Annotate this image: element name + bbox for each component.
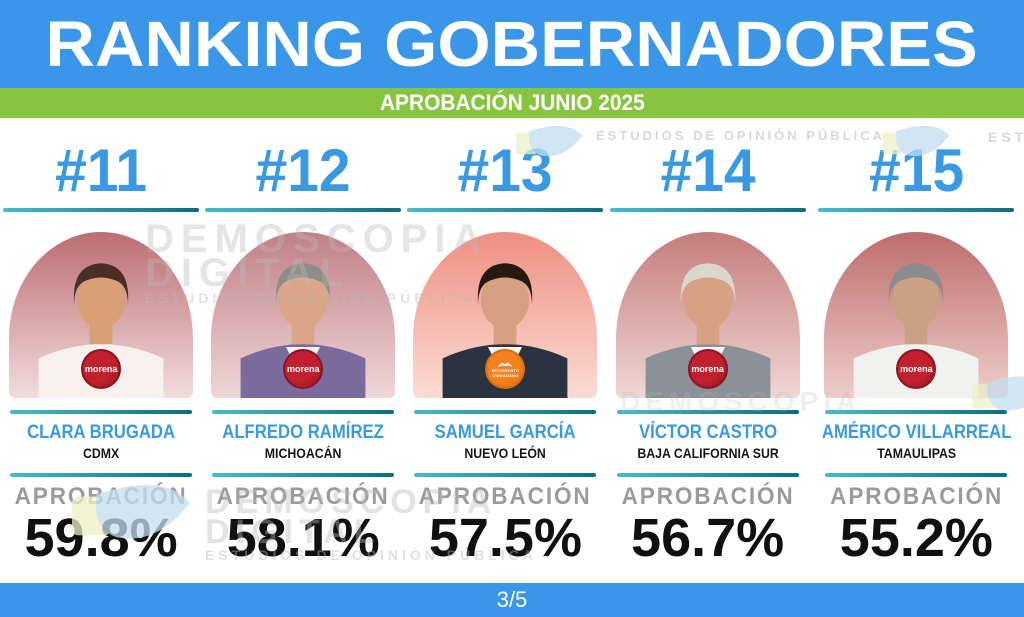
party-badge-label: morena xyxy=(691,363,724,374)
divider-line xyxy=(825,473,1008,477)
party-badge-label: morena xyxy=(84,363,118,374)
governor-photo: morena xyxy=(615,232,800,398)
approval-value: 56.7% xyxy=(631,508,785,568)
governor-card: #13 MOVIMIENTO CIUDADANO SAMUEL GARCÍA xyxy=(404,118,606,567)
approval-label: APROBACIÓN xyxy=(621,483,795,510)
governor-name: AMÉRICO VILLARREAL xyxy=(821,422,1012,443)
approval-value: 59.8% xyxy=(24,508,178,568)
rank-underline xyxy=(407,208,604,212)
page-subtitle: APROBACIÓN JUNIO 2025 xyxy=(379,90,645,115)
governor-name: SAMUEL GARCÍA xyxy=(434,422,576,443)
governor-name: VÍCTOR CASTRO xyxy=(638,422,777,443)
governor-card: #15 morena AMÉRICO VILLARREAL TAMAULI xyxy=(809,118,1024,567)
divider-line xyxy=(10,473,193,477)
header-banner: RANKING GOBERNADORES xyxy=(0,0,1024,88)
governor-columns: #11 morena CLARA BRUGADA CDMX xyxy=(0,118,1024,567)
rank-label: #15 xyxy=(868,137,964,204)
governor-state: NUEVO LEÓN xyxy=(464,445,547,461)
rank-label: #13 xyxy=(457,137,553,204)
governor-state: BAJA CALIFORNIA SUR xyxy=(636,445,779,461)
party-badge-label: morena xyxy=(900,363,933,374)
governor-photo: morena xyxy=(211,232,396,398)
approval-value: 55.2% xyxy=(839,508,993,568)
party-badge-label: morena xyxy=(286,363,320,374)
rank-underline xyxy=(818,208,1015,212)
divider-line xyxy=(212,410,395,414)
governor-card: #14 morena VÍCTOR CASTRO BAJA CALIFOR xyxy=(607,118,809,567)
rank-underline xyxy=(609,208,806,212)
party-badge: morena xyxy=(81,349,122,389)
governor-photo: morena xyxy=(824,232,1009,398)
divider-line xyxy=(212,473,395,477)
governor-photo: morena xyxy=(9,232,194,398)
page-indicator: 3/5 xyxy=(496,587,528,612)
subtitle-band: APROBACIÓN JUNIO 2025 xyxy=(0,88,1024,118)
governor-state: MICHOACÁN xyxy=(264,445,342,461)
mc-eagle-icon xyxy=(498,363,513,368)
approval-value: 58.1% xyxy=(226,508,380,568)
rank-underline xyxy=(205,208,402,212)
rank-label: #14 xyxy=(660,137,756,204)
governor-name: CLARA BRUGADA xyxy=(27,422,176,443)
party-badge-label: MOVIMIENTO CIUDADANO xyxy=(491,368,520,378)
divider-line xyxy=(616,410,799,414)
footer-bar: 3/5 xyxy=(0,583,1024,617)
person-silhouette-icon xyxy=(38,263,164,398)
person-silhouette-icon xyxy=(443,263,568,398)
party-badge: MOVIMIENTO CIUDADANO xyxy=(485,349,526,389)
rank-underline xyxy=(3,208,200,212)
governor-name: ALFREDO RAMÍREZ xyxy=(222,422,385,443)
party-badge: morena xyxy=(283,349,324,389)
divider-line xyxy=(414,410,597,414)
page-title: RANKING GOBERNADORES xyxy=(45,8,979,80)
approval-value: 57.5% xyxy=(428,508,582,568)
divider-line xyxy=(414,473,597,477)
approval-label: APROBACIÓN xyxy=(829,483,1003,510)
governor-state: TAMAULIPAS xyxy=(876,445,956,461)
governor-photo: MOVIMIENTO CIUDADANO xyxy=(413,232,598,398)
governor-state: CDMX xyxy=(82,445,120,461)
governor-card: #11 morena CLARA BRUGADA CDMX xyxy=(0,118,202,567)
rank-label: #12 xyxy=(255,137,351,204)
divider-line xyxy=(825,410,1008,414)
party-badge: morena xyxy=(687,349,728,389)
governor-card: #12 morena ALFREDO RAMÍREZ MICHOACÁN xyxy=(202,118,404,567)
approval-label: APROBACIÓN xyxy=(418,483,592,510)
approval-label: APROBACIÓN xyxy=(216,483,390,510)
rank-label: #11 xyxy=(55,137,148,204)
approval-label: APROBACIÓN xyxy=(14,483,188,510)
divider-line xyxy=(616,473,799,477)
party-badge: morena xyxy=(896,349,937,389)
divider-line xyxy=(10,410,193,414)
